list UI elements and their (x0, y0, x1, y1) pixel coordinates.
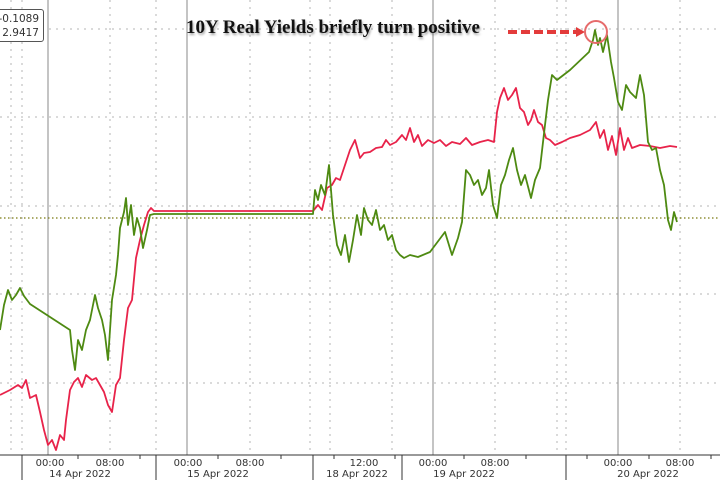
nominal-yield-line (0, 87, 678, 451)
x-tick-label: 08:00 (665, 458, 695, 469)
x-date-label: 20 Apr 2022 (617, 469, 679, 480)
x-tick-label: 12:00 (349, 458, 379, 469)
x-date-label: 19 Apr 2022 (433, 469, 495, 480)
annotation-arrow (508, 20, 608, 44)
legend-real-yield-value: -0.1089 (0, 13, 39, 25)
x-tick-label: 08:00 (235, 458, 265, 469)
x-tick-label: 08:00 (95, 458, 125, 469)
x-axis (0, 454, 720, 480)
legend-value-box: -0.1089 2.9417 (0, 9, 44, 42)
x-tick-label: 00:00 (173, 458, 203, 469)
x-tick-label: 00:00 (418, 458, 448, 469)
x-date-label: 15 Apr 2022 (187, 469, 249, 480)
x-date-label: 14 Apr 2022 (49, 469, 111, 480)
real-yield-line (0, 29, 678, 371)
x-tick-label: 08:00 (480, 458, 510, 469)
x-tick-label: 00:00 (603, 458, 633, 469)
x-tick-label: 00:00 (35, 458, 65, 469)
gridlines (0, 0, 720, 455)
chart-annotation-title: 10Y Real Yields briefly turn positive (186, 17, 480, 38)
x-date-label: 18 Apr 2022 (326, 469, 388, 480)
legend-nominal-yield-value: 2.9417 (2, 27, 39, 39)
